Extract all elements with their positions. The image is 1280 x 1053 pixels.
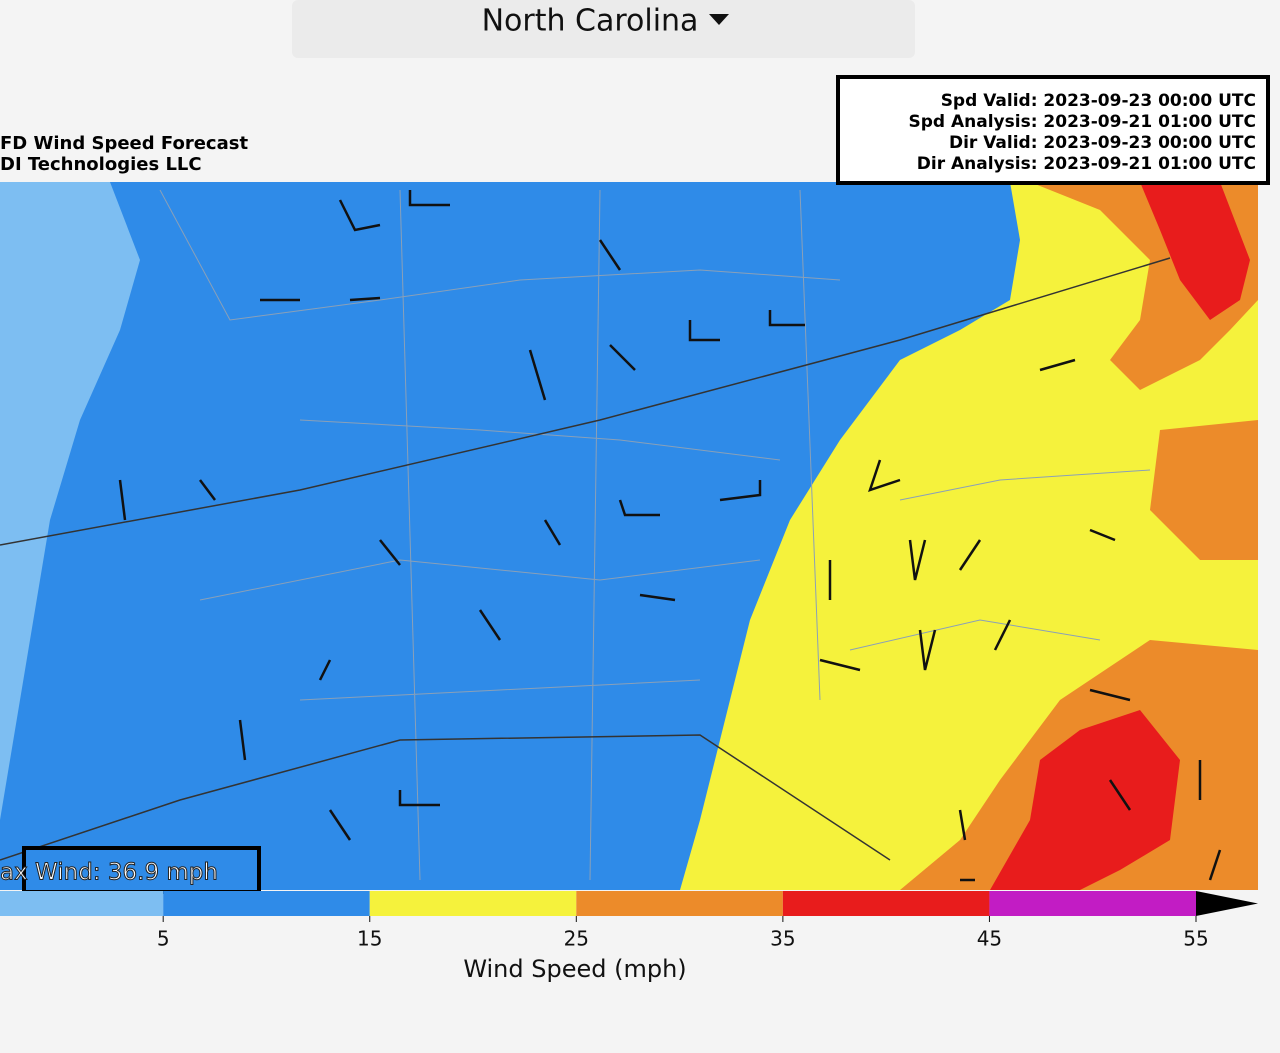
gale-wind-area [990, 182, 1250, 890]
colorbar-tick-label: 25 [564, 927, 589, 951]
map-title: FD Wind Speed Forecast DI Technologies L… [0, 133, 248, 175]
colorbar-tick-label: 35 [770, 927, 795, 951]
colorbar-extension [1196, 891, 1258, 916]
state-border [0, 257, 1171, 546]
region-name[interactable]: North Carolina [482, 4, 699, 39]
wind-barbs [118, 190, 1222, 882]
dropdown-arrow[interactable] [709, 14, 729, 25]
strong-wind-area [900, 182, 1258, 890]
colorbar-segment [576, 891, 783, 916]
info-line: Spd Valid: 2023-09-23 00:00 UTC [941, 91, 1256, 111]
region-dropdown[interactable] [292, 0, 915, 58]
map-title-line: DI Technologies LLC [0, 154, 202, 175]
state-border [0, 734, 891, 861]
colorbar-tick-label: 15 [357, 927, 382, 951]
info-line: Dir Valid: 2023-09-23 00:00 UTC [949, 133, 1256, 153]
county-lines [159, 189, 1151, 881]
max-wind-box [22, 846, 261, 894]
colorbar-segment [163, 891, 370, 916]
colorbar-tick-label: 5 [157, 927, 170, 951]
low-wind-area [0, 182, 140, 820]
colorbar-label: Wind Speed (mph) [463, 955, 686, 983]
info-line: Spd Analysis: 2023-09-21 01:00 UTC [909, 112, 1257, 132]
map-title-line: FD Wind Speed Forecast [0, 133, 248, 154]
colorbar-segment [369, 891, 577, 916]
map: FD Wind Speed Forecast DI Technologies L… [0, 75, 1270, 894]
info-line: Dir Analysis: 2023-09-21 01:00 UTC [917, 154, 1256, 174]
colorbar-segment [0, 891, 164, 916]
max-wind-label: ax Wind: 36.9 mph [0, 860, 218, 886]
colorbar: Wind Speed (mph) 5 15 25 35 45 55 [0, 891, 1258, 983]
colorbar-segment [989, 891, 1196, 916]
colorbar-segment [782, 891, 990, 916]
colorbar-tick-label: 55 [1183, 927, 1208, 951]
info-box [836, 75, 1270, 185]
colorbar-tick-label: 45 [977, 927, 1002, 951]
